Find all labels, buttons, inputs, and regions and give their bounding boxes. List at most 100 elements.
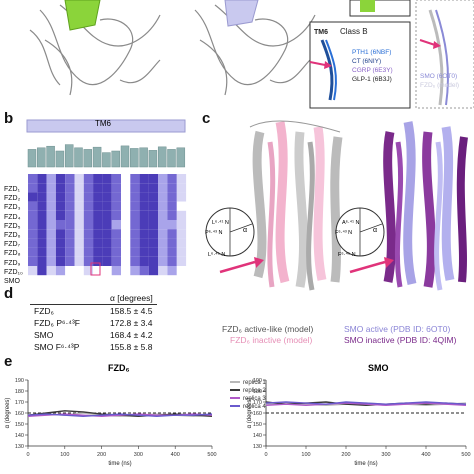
x-tick-label: 400 <box>171 452 180 458</box>
fzd6-circle-label-mid: P⁶·⁴³ N <box>205 230 223 236</box>
alignment-cell <box>176 247 187 257</box>
conservation-bar <box>27 149 37 168</box>
alignment-cell <box>55 201 66 211</box>
fzd6-circle-label-top: L⁶·⁴¹ N <box>212 220 229 226</box>
alignment-cell <box>111 210 121 220</box>
conservation-bar <box>130 148 139 168</box>
alignment-cell <box>93 220 103 230</box>
legend-entry: replica 1 <box>230 379 266 387</box>
alignment-cell <box>121 238 131 248</box>
alignment-cell <box>111 201 121 211</box>
conservation-bar <box>176 147 186 168</box>
alignment-cell <box>74 183 84 193</box>
alignment-cell <box>148 220 159 230</box>
alignment-cell <box>139 229 149 239</box>
smo-arrow <box>349 260 386 274</box>
alignment-cell <box>139 256 149 266</box>
y-tick-label: 130 <box>15 444 24 450</box>
alignment-cell <box>28 238 38 248</box>
alignment-cell <box>121 201 131 211</box>
alignment-cell <box>74 256 84 266</box>
alignment-cell <box>121 229 131 239</box>
alignment-cell <box>130 238 140 248</box>
alignment-cell <box>130 183 140 193</box>
panel-c-structures <box>205 120 468 291</box>
alignment-cell <box>28 229 38 239</box>
series-line <box>265 402 467 406</box>
alignment-row-label: FZD₄ <box>4 213 21 221</box>
smo-inset-legend: SMO (6OT0) FZD₆ (model) <box>420 72 459 90</box>
alignment-cell <box>102 247 112 257</box>
alignment-cell <box>46 201 56 211</box>
alignment-row-label: FZD₆ <box>4 232 21 240</box>
alignment-cell <box>176 266 187 276</box>
alignment-cell <box>158 201 168 211</box>
green-helix <box>64 0 101 31</box>
alignment-cell <box>55 229 66 239</box>
alignment-cell <box>28 201 38 211</box>
inset-legend-entry: CGRP (6E3Y) <box>352 67 393 74</box>
smo-inset-entry: FZD₆ (model) <box>420 82 460 89</box>
alignment-cell <box>65 220 75 230</box>
alignment-cell <box>55 220 66 230</box>
alignment-cell <box>148 192 159 202</box>
legend-entry: replica 4 <box>230 403 266 411</box>
legend-label: replica 1 <box>243 380 266 386</box>
replica-legend: replica 1 replica 2 replica 3 replica 4 <box>230 379 266 411</box>
alignment-cell <box>46 229 56 239</box>
alignment-cell <box>46 220 56 230</box>
alignment-cell <box>176 192 187 202</box>
table-cell-name: SMO <box>34 330 54 340</box>
alignment-cell <box>37 183 47 193</box>
legend-label: replica 4 <box>243 404 266 410</box>
smo-chart-title: SMO <box>368 363 389 373</box>
alignment-cell <box>83 210 94 220</box>
alignment-cell <box>111 192 121 202</box>
alignment-cell <box>37 220 47 230</box>
alignment-cell <box>111 238 121 248</box>
fzd6-arrow <box>219 260 256 274</box>
alignment-row-label: SMO <box>4 278 20 286</box>
alignment-cell <box>65 229 75 239</box>
inset-legend-entry: PTH1 (6NBF) <box>352 49 392 56</box>
smo-inset-entry: SMO (6OT0) <box>420 73 458 80</box>
alignment-cell <box>121 192 131 202</box>
alignment-grid <box>28 174 187 276</box>
alignment-cell <box>130 174 140 184</box>
alignment-cell <box>37 256 47 266</box>
conservation-bar <box>92 146 102 168</box>
alignment-cell <box>93 174 103 184</box>
y-tick-label: 150 <box>253 422 262 428</box>
alignment-cell <box>74 238 84 248</box>
alignment-cell <box>46 266 56 276</box>
alignment-cell <box>93 201 103 211</box>
alignment-cell <box>55 192 66 202</box>
alignment-cell <box>176 174 187 184</box>
alignment-cell <box>74 220 84 230</box>
alignment-cell <box>176 220 187 230</box>
legend-swatch <box>230 381 240 384</box>
panel-e-letter: e <box>4 353 13 370</box>
alignment-cell <box>93 183 103 193</box>
alignment-cell <box>93 256 103 266</box>
legend-swatch <box>230 405 240 408</box>
alignment-cell <box>55 210 66 220</box>
alignment-row-label: FZD₉ <box>4 259 21 267</box>
y-axis-label: α (degrees) <box>247 398 253 429</box>
table-cell-value: 155.8 ± 5.8 <box>110 342 153 352</box>
table-cell-value: 168.4 ± 4.2 <box>110 330 153 340</box>
alignment-cell <box>121 220 131 230</box>
legend-label: replica 2 <box>243 388 266 394</box>
alignment-cell <box>121 256 131 266</box>
alignment-cell <box>111 266 121 276</box>
panel-b-letter: b <box>4 110 14 127</box>
alignment-cell <box>130 256 140 266</box>
alignment-cell <box>102 256 112 266</box>
alignment-cell <box>176 210 187 220</box>
alignment-cell <box>46 210 56 220</box>
alignment-cell <box>176 256 187 266</box>
x-tick-label: 100 <box>301 452 310 458</box>
alignment-cell <box>167 266 177 276</box>
alignment-cell <box>83 192 94 202</box>
alignment-row-label: FZD₈ <box>4 250 21 258</box>
